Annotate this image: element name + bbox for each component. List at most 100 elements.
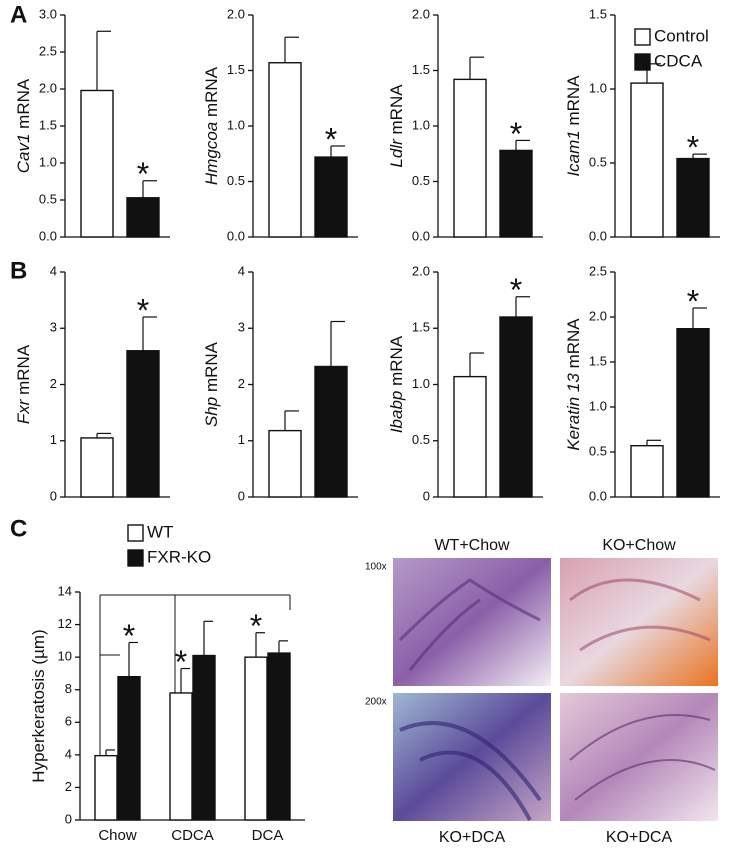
y-axis-label-gene: Ldlr (387, 138, 406, 168)
y-tick-label: 1.5 (39, 117, 57, 132)
significance-mark: * (510, 272, 522, 308)
micrograph (560, 558, 718, 686)
y-tick-label: 0.5 (227, 173, 245, 188)
bar (268, 62, 302, 238)
significance-mark: * (137, 292, 149, 328)
y-axis-label: Hmgcoa mRNA (202, 66, 221, 185)
bar-chart: 0 1 2 3 4 Shp mRNA (202, 263, 358, 503)
y-axis-label-gene: Ibabp (387, 391, 406, 434)
bar-chart: 0 0.5 1.0 1.5 2.0 Ibabp mRNA * (387, 263, 543, 503)
y-axis-label-gene: Cav1 (14, 134, 33, 174)
y-tick-label: 1.0 (412, 117, 430, 132)
micrographs: WT+Chow KO+Chow KO+DCA KO+DCA 100x 200x (365, 537, 718, 846)
significance-mark: * (175, 644, 187, 680)
legend-swatch (634, 53, 651, 71)
y-tick-label: 0.0 (412, 228, 430, 243)
legend-label: Control (654, 26, 709, 45)
bar-chart: 0.0 0.5 1.0 1.5 2.0 Hmgcoa mRNA * (202, 6, 358, 243)
y-tick-label: 3 (238, 320, 245, 335)
y-tick-label: 0.0 (589, 228, 607, 243)
y-tick-label: 0.5 (412, 173, 430, 188)
bar (244, 656, 268, 821)
y-tick-label: 1.0 (589, 80, 607, 95)
significance-mark: * (123, 618, 135, 654)
y-tick-label: 2 (50, 376, 57, 391)
x-tick-label: DCA (252, 827, 284, 844)
y-axis-label-text: mRNA (14, 78, 33, 129)
y-tick-label: 1.5 (589, 6, 607, 21)
y-tick-label: 14 (58, 583, 72, 598)
y-tick-label: 2.0 (412, 6, 430, 21)
y-axis-label: Ldlr mRNA (387, 84, 406, 168)
bar (126, 350, 160, 498)
magnification: 200x (365, 697, 387, 708)
y-tick-label: 4 (50, 263, 57, 278)
y-axis-label-text: mRNA (387, 335, 406, 386)
legend-label: CDCA (654, 51, 703, 70)
bar-chart: 0.0 0.5 1.0 1.5 Icam1 mRNA * (564, 6, 720, 243)
legend-swatch (127, 549, 144, 567)
y-axis-label-text: Hyperkeratosis (µm) (29, 629, 48, 782)
y-tick-label: 1.5 (412, 62, 430, 77)
significance-mark: * (687, 283, 699, 319)
y-axis-label-text: mRNA (202, 341, 221, 392)
bar-chart: 0.0 0.5 1.0 1.5 2.0 2.5 3.0 Cav1 mRNA * Control CD… (14, 6, 708, 243)
y-axis-label-gene: Fxr (14, 398, 33, 424)
bar (630, 82, 664, 238)
y-tick-label: 0 (238, 488, 245, 503)
y-axis-label: Cav1 mRNA (14, 78, 33, 173)
bar (192, 654, 216, 821)
legend-label: FXR-KO (147, 547, 211, 566)
bar-chart: 0.0 0.5 1.0 1.5 2.0 Ldlr mRNA * (387, 6, 543, 243)
y-tick-label: 1.0 (412, 376, 430, 391)
y-tick-label: 2.0 (589, 308, 607, 323)
y-tick-label: 0.0 (227, 228, 245, 243)
bar-chart: 0 1 2 3 4 Fxr mRNA * (14, 263, 170, 503)
y-axis-label: Icam1 mRNA (564, 75, 583, 177)
bar (267, 652, 291, 821)
y-axis-label-text: mRNA (564, 318, 583, 369)
significance-mark: * (325, 121, 337, 157)
significance-mark: * (687, 130, 699, 166)
micrograph-title: WT+Chow (434, 537, 510, 554)
y-tick-label: 1.0 (589, 398, 607, 413)
x-tick-label: CDCA (171, 827, 214, 844)
y-tick-label: 10 (58, 649, 72, 664)
y-tick-label: 1 (50, 432, 57, 447)
y-axis-label: Fxr mRNA (14, 344, 33, 424)
legend-swatch (634, 28, 651, 46)
bar (94, 754, 118, 821)
y-axis-label-text: mRNA (564, 75, 583, 126)
x-tick-label: Chow (98, 827, 137, 844)
y-axis-label: Ibabp mRNA (387, 335, 406, 433)
y-axis-label: Shp mRNA (202, 341, 221, 427)
y-tick-label: 2 (238, 376, 245, 391)
bar-chart: 0 2 4 6 8 10 12 14 Hyperkeratosis (µm) Chow * CDCA *… (29, 522, 305, 844)
significance-mark: * (250, 608, 262, 644)
bar (117, 675, 141, 821)
y-tick-label: 2 (65, 779, 72, 794)
bar (80, 437, 114, 498)
panel-label: C (10, 515, 27, 542)
bar (126, 197, 160, 238)
y-tick-label: 2.0 (412, 263, 430, 278)
y-tick-label: 3 (50, 320, 57, 335)
y-axis-label-gene: Icam1 (564, 130, 583, 176)
significance-mark: * (510, 116, 522, 152)
y-tick-label: 0 (50, 488, 57, 503)
y-axis-label: Hyperkeratosis (µm) (29, 629, 48, 782)
bar (676, 157, 710, 238)
y-tick-label: 8 (65, 681, 72, 696)
bar (453, 78, 487, 238)
y-tick-label: 0 (65, 811, 72, 826)
magnification: 100x (365, 562, 387, 573)
bar (80, 89, 114, 238)
y-tick-label: 2.0 (39, 80, 57, 95)
y-tick-label: 0.0 (39, 228, 57, 243)
bar (499, 149, 533, 238)
comparison-bracket (99, 594, 291, 770)
bar (268, 429, 302, 498)
panel-label: B (10, 257, 27, 284)
y-tick-label: 0.5 (39, 191, 57, 206)
y-tick-label: 2.5 (589, 263, 607, 278)
